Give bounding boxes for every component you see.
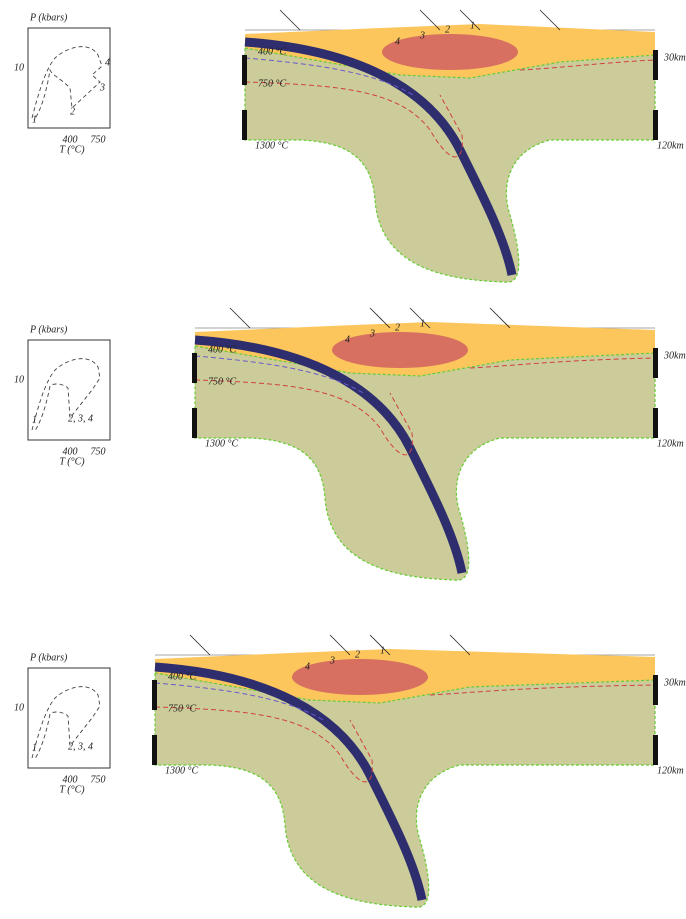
- arrow: [280, 10, 300, 30]
- depth-label: 120km: [657, 140, 684, 151]
- zone-label: 4: [305, 661, 310, 672]
- scale-bar: [152, 735, 157, 765]
- isotherm-label: 1300 °C: [165, 765, 198, 776]
- pt-point: 2, 3, 4: [68, 741, 93, 752]
- scale-bar: [653, 110, 658, 140]
- melt-zone: [332, 332, 468, 368]
- zone-label: 1: [380, 645, 385, 656]
- zone-label: 4: [395, 36, 400, 47]
- zone-label: 3: [329, 655, 335, 666]
- scale-bar: [653, 735, 658, 765]
- x-tick: 750: [91, 774, 106, 785]
- pt-point: 1: [32, 742, 37, 753]
- pt-point: 1: [32, 114, 37, 125]
- depth-label: 30km: [663, 350, 686, 361]
- mantle: [155, 673, 655, 907]
- scale-bar: [192, 353, 197, 383]
- scale-bar: [653, 348, 658, 378]
- y-tick: 10: [14, 702, 24, 713]
- inset-frame: [28, 668, 110, 768]
- pt-point: 4: [105, 57, 110, 68]
- scale-bar: [653, 50, 658, 80]
- melt-zone: [382, 34, 518, 70]
- isotherm-label: 1300 °C: [255, 140, 288, 151]
- x-label: T (°C): [59, 456, 85, 467]
- pt-point: 2, 3, 4: [68, 413, 93, 424]
- scale-bar: [152, 680, 157, 710]
- depth-label: 30km: [663, 677, 686, 688]
- mantle: [195, 346, 655, 580]
- pt-point: 3: [99, 82, 105, 93]
- arrow: [230, 308, 250, 328]
- y-label: P (kbars): [29, 12, 68, 23]
- zone-label: 2: [445, 24, 450, 35]
- zone-label: 2: [395, 322, 400, 333]
- zone-label: 2: [355, 649, 360, 660]
- isotherm-label: 400 °C: [258, 46, 286, 57]
- scale-bar: [242, 55, 247, 85]
- arrow: [190, 635, 210, 655]
- pt-path: [32, 47, 102, 120]
- y-tick: 10: [14, 62, 24, 73]
- scale-bar: [192, 408, 197, 438]
- mantle: [245, 48, 655, 282]
- x-label: T (°C): [59, 784, 85, 795]
- scale-bar: [653, 675, 658, 705]
- depth-label: 30km: [663, 52, 686, 63]
- zone-label: 1: [470, 20, 475, 31]
- zone-label: 1: [420, 318, 425, 329]
- page: P (kbars)10400750T (°C)1234400 °C750 °C1…: [0, 0, 686, 919]
- isotherm-label: 750 °C: [168, 703, 196, 714]
- melt-zone: [292, 659, 428, 695]
- zone-label: 4: [345, 334, 350, 345]
- y-tick: 10: [14, 374, 24, 385]
- isotherm-label: 400 °C: [208, 344, 236, 355]
- pt-point: 2: [70, 106, 75, 117]
- x-tick: 750: [91, 134, 106, 145]
- depth-label: 120km: [657, 438, 684, 449]
- isotherm-label: 750 °C: [208, 376, 236, 387]
- pt-point: 1: [32, 414, 37, 425]
- isotherm-label: 1300 °C: [205, 438, 238, 449]
- inset-frame: [28, 340, 110, 440]
- x-label: T (°C): [59, 144, 85, 155]
- zone-label: 3: [419, 30, 425, 41]
- depth-label: 120km: [657, 765, 684, 776]
- y-label: P (kbars): [29, 652, 68, 663]
- inset-frame: [28, 28, 110, 128]
- isotherm-label: 750 °C: [258, 78, 286, 89]
- zone-label: 3: [369, 328, 375, 339]
- scale-bar: [653, 408, 658, 438]
- scale-bar: [242, 110, 247, 140]
- y-label: P (kbars): [29, 324, 68, 335]
- figure: P (kbars)10400750T (°C)1234400 °C750 °C1…: [0, 0, 686, 914]
- isotherm-label: 400 °C: [168, 671, 196, 682]
- x-tick: 750: [91, 446, 106, 457]
